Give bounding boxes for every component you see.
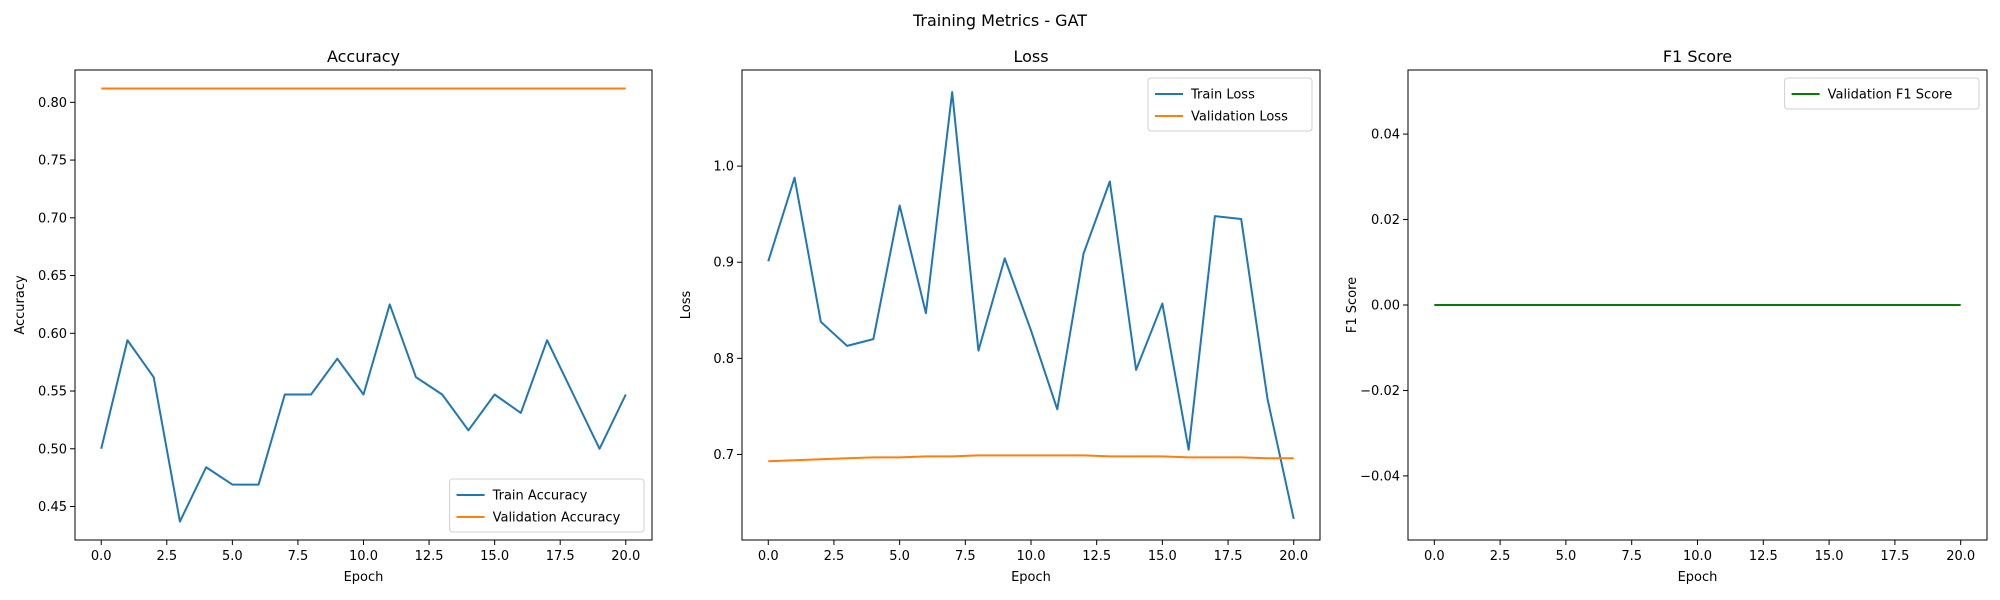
- y-tick-label: 0.75: [38, 154, 67, 169]
- x-tick-label: 2.5: [156, 549, 177, 564]
- y-tick-label: 0.00: [1371, 299, 1400, 314]
- y-tick-label: 0.55: [38, 385, 67, 400]
- x-tick-label: 5.0: [1556, 549, 1577, 564]
- accuracy-panel: Accuracy 0.0 2.5 5.0 7.5 10.0 12.5 15.0 17.5 20.0…: [13, 47, 653, 585]
- x-tick-label: 5.0: [222, 549, 243, 564]
- y-tick-label: 0.65: [38, 269, 67, 284]
- x-axis-label: Epoch: [1011, 570, 1051, 585]
- x-tick-label: 20.0: [1946, 549, 1975, 564]
- legend-box: [1147, 77, 1313, 132]
- y-tick-label: 0.50: [38, 442, 67, 457]
- x-tick-label: 17.5: [1880, 549, 1909, 564]
- x-tick-label: 20.0: [1279, 549, 1308, 564]
- x-tick-label: 5.0: [889, 549, 910, 564]
- x-tick-label: 10.0: [1683, 549, 1712, 564]
- y-tick-label: 0.60: [38, 327, 67, 342]
- legend-label: Validation F1 Score: [1828, 88, 1953, 103]
- loss-title: Loss: [1013, 47, 1048, 66]
- legend-box: [1784, 77, 1980, 110]
- x-tick-label: 7.5: [288, 549, 309, 564]
- x-tick-label: 15.0: [1148, 549, 1177, 564]
- f1-score-title: F1 Score: [1663, 47, 1732, 66]
- x-tick-label: 15.0: [480, 549, 509, 564]
- legend-label: Train Loss: [1190, 88, 1255, 103]
- x-tick-label: 12.5: [415, 549, 444, 564]
- x-tick-label: 2.5: [1490, 549, 1511, 564]
- legend: Validation F1 Score: [1784, 77, 1980, 110]
- y-tick-label: 0.80: [38, 96, 67, 111]
- legend: Train Accuracy Validation Accuracy: [449, 478, 645, 533]
- x-tick-label: 20.0: [611, 549, 640, 564]
- x-tick-label: 7.5: [1621, 549, 1642, 564]
- x-tick-label: 10.0: [349, 549, 378, 564]
- figure-title: Training Metrics - GAT: [912, 11, 1087, 30]
- legend-label: Validation Loss: [1191, 110, 1288, 125]
- y-tick-label: 0.04: [1371, 128, 1400, 143]
- x-tick-label: 15.0: [1815, 549, 1844, 564]
- y-tick-label: −0.04: [1360, 469, 1400, 484]
- y-tick-label: 0.70: [38, 211, 67, 226]
- x-tick-label: 10.0: [1017, 549, 1046, 564]
- legend-box: [449, 478, 645, 533]
- y-tick-label: 0.45: [38, 500, 67, 515]
- train-accuracy-line: [100, 303, 627, 523]
- x-tick-label: 12.5: [1749, 549, 1778, 564]
- validation-loss-line: [768, 454, 1294, 463]
- legend-label: Validation Accuracy: [493, 511, 621, 526]
- y-tick-label: 0.7: [713, 448, 734, 463]
- train-loss-line: [767, 91, 1295, 520]
- y-axis-label: Loss: [679, 291, 694, 320]
- x-tick-label: 7.5: [955, 549, 976, 564]
- y-tick-label: −0.02: [1360, 384, 1400, 399]
- x-tick-label: 17.5: [546, 549, 575, 564]
- y-tick-label: 1.0: [713, 160, 734, 175]
- f1-score-panel: F1 Score 0.0 2.5 5.0 7.5 10.0 12.5 15.0 17.5 20.0…: [1345, 47, 1988, 585]
- x-tick-label: 17.5: [1214, 549, 1243, 564]
- x-axis-label: Epoch: [1678, 570, 1718, 585]
- y-tick-label: 0.02: [1371, 213, 1400, 228]
- x-tick-label: 0.0: [1424, 549, 1445, 564]
- y-axis-label: F1 Score: [1345, 277, 1360, 333]
- plot-area-frame: [1407, 69, 1988, 541]
- x-tick-label: 2.5: [824, 549, 845, 564]
- legend-label: Train Accuracy: [492, 489, 588, 504]
- y-axis-label: Accuracy: [13, 275, 28, 335]
- plot-area-frame: [74, 69, 653, 541]
- plot-area-frame: [741, 69, 1321, 541]
- y-tick-label: 0.9: [713, 256, 734, 271]
- legend: Train Loss Validation Loss: [1147, 77, 1313, 132]
- x-axis-label: Epoch: [344, 570, 384, 585]
- loss-panel: Loss 0.0 2.5 5.0 7.5 10.0 12.5 15.0 17.5 20.0 0.7 0…: [679, 47, 1321, 585]
- y-tick-label: 0.8: [713, 352, 734, 367]
- x-tick-label: 0.0: [91, 549, 112, 564]
- x-tick-label: 12.5: [1082, 549, 1111, 564]
- accuracy-title: Accuracy: [327, 47, 400, 66]
- x-tick-label: 0.0: [758, 549, 779, 564]
